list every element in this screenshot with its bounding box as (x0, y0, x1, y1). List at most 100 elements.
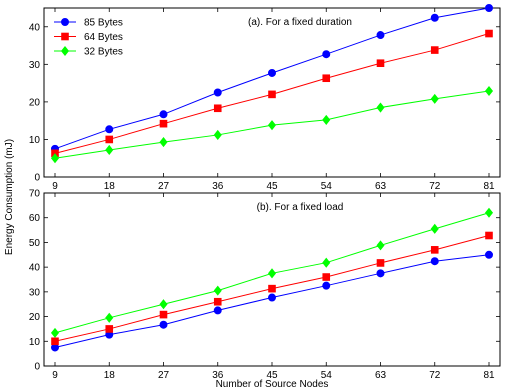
y-tick-label: 50 (29, 238, 41, 249)
data-point (268, 284, 276, 293)
series-85-bytes (51, 250, 493, 352)
data-point (484, 207, 494, 218)
x-tick-label: 54 (321, 181, 333, 192)
legend: 85 Bytes 64 Bytes 32 Bytes (54, 18, 123, 58)
data-point (485, 231, 493, 240)
legend-marker (60, 45, 70, 57)
data-point (159, 137, 168, 148)
data-point (267, 268, 277, 279)
x-tick-label: 81 (483, 370, 495, 381)
data-point (484, 4, 493, 12)
x-tick-label: 18 (104, 370, 116, 381)
data-point (430, 13, 439, 22)
x-tick-label: 36 (212, 370, 224, 381)
data-point (376, 240, 385, 251)
data-point (376, 59, 385, 68)
legend-marker (61, 17, 70, 26)
data-point (213, 88, 222, 97)
data-point (322, 74, 331, 83)
data-point (213, 306, 222, 315)
panel-title: (b). For a fixed load (257, 202, 344, 213)
y-tick-label: 30 (29, 287, 41, 298)
y-tick-label: 10 (29, 135, 41, 146)
data-point (430, 46, 439, 54)
x-tick-label: 54 (321, 370, 333, 381)
data-point (430, 93, 439, 104)
y-tick-label: 60 (29, 213, 41, 224)
y-tick-label: 20 (29, 312, 41, 323)
legend-label: 64 Bytes (84, 32, 123, 43)
data-point (159, 310, 168, 319)
data-point (51, 337, 59, 346)
data-point (105, 144, 114, 156)
x-tick-label: 72 (429, 370, 441, 381)
data-point (267, 120, 277, 131)
series-64-bytes (51, 29, 493, 158)
y-tick-label: 40 (29, 263, 41, 274)
data-point (322, 281, 331, 290)
legend-label: 85 Bytes (84, 18, 123, 29)
x-tick-label: 63 (375, 370, 387, 381)
data-point (267, 293, 276, 302)
x-tick-label: 18 (104, 181, 116, 192)
data-point (484, 85, 494, 97)
data-point (322, 257, 331, 268)
data-point (430, 223, 439, 234)
data-point (485, 29, 493, 38)
data-point (105, 135, 114, 144)
data-point (322, 114, 331, 125)
data-point (430, 246, 439, 254)
data-point (213, 285, 222, 296)
data-point (105, 312, 114, 323)
x-axis-label: Number of Source Nodes (216, 379, 329, 390)
x-tick-label: 72 (429, 181, 441, 192)
y-tick-label: 0 (34, 362, 40, 373)
series-85-bytes (51, 4, 493, 153)
x-tick-label: 63 (375, 181, 387, 192)
y-tick-label: 40 (29, 22, 41, 33)
panel-a: 9 18 27 36 45 54 63 72 81 0 10 20 30 40 (a). For a fix… (29, 4, 501, 192)
data-point (105, 325, 114, 333)
x-tick-label: 45 (266, 370, 278, 381)
data-point (159, 119, 168, 128)
data-point (159, 320, 168, 329)
y-tick-label: 0 (34, 173, 40, 184)
legend-label: 32 Bytes (84, 47, 123, 58)
series-64-bytes (51, 231, 493, 346)
y-tick-label: 70 (29, 189, 41, 200)
data-point (376, 102, 385, 113)
data-point (159, 110, 168, 119)
data-point (376, 31, 385, 40)
legend-marker (61, 32, 69, 41)
y-tick-label: 10 (29, 337, 41, 348)
x-tick-label: 9 (52, 181, 58, 192)
x-tick-label: 81 (483, 181, 495, 192)
y-axis-label: Energy Consumption (mJ) (4, 139, 15, 255)
x-tick-label: 27 (158, 181, 170, 192)
data-point (159, 299, 168, 310)
x-tick-label: 45 (266, 181, 278, 192)
data-point (50, 327, 60, 338)
data-point (376, 259, 385, 267)
data-point (105, 125, 114, 134)
series-32-bytes (50, 85, 494, 164)
data-point (322, 273, 331, 281)
data-point (213, 297, 222, 306)
data-point (50, 153, 60, 164)
data-point (267, 68, 276, 77)
data-point (213, 129, 222, 140)
data-point (268, 90, 276, 99)
data-point (213, 104, 222, 113)
series-32-bytes (50, 207, 494, 338)
axes-frame (43, 192, 501, 367)
x-tick-label: 36 (212, 181, 224, 192)
data-point (376, 269, 385, 278)
panel-b: 9 18 27 36 45 54 63 72 81 0 10 20 30 40 50 60 70 (b). For… (29, 189, 501, 381)
y-tick-label: 30 (29, 60, 41, 71)
data-point (484, 250, 493, 259)
y-tick-label: 20 (29, 97, 41, 108)
data-point (430, 257, 439, 266)
x-tick-label: 9 (52, 370, 58, 381)
panel-title: (a). For a fixed duration (248, 17, 352, 28)
